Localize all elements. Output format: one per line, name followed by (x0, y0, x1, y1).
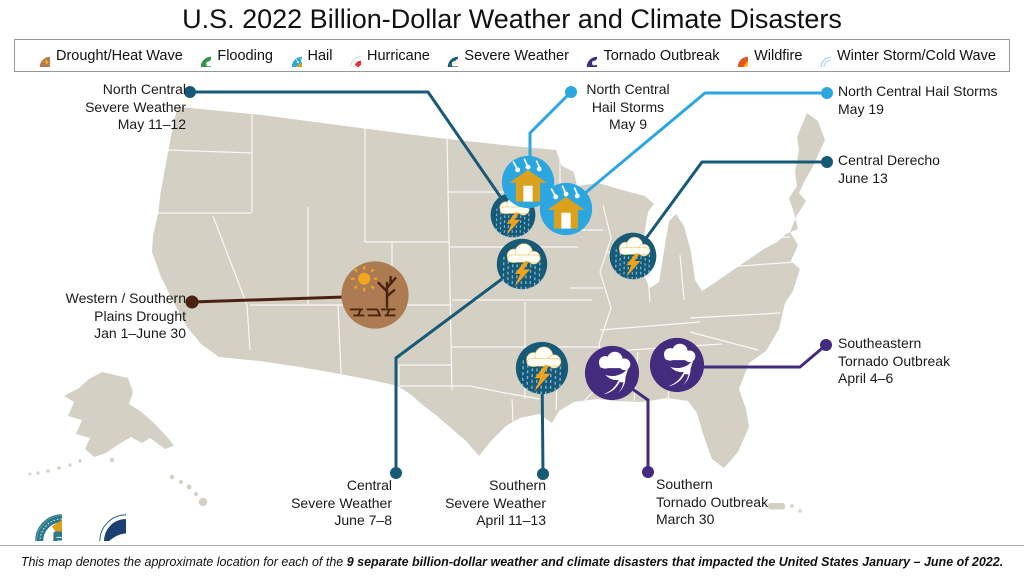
event-label-western-southern-plains-drought: Western / Southern Plains Drought Jan 1–… (65, 290, 186, 341)
label-dots (184, 86, 833, 480)
event-label-central-derecho: Central Derecho June 13 (838, 152, 940, 186)
event-label-north-central-severe-weather: North Central Severe Weather May 11–12 (85, 81, 186, 132)
legend-item-hail: Hail (280, 45, 333, 67)
marker-north-central-hail-storms-may19 (539, 182, 593, 236)
footer-note-regular: This map denotes the approximate locatio… (20, 554, 347, 569)
legend-label: Wildfire (754, 47, 803, 64)
legend-item-severe-weather: Severe Weather (436, 45, 569, 67)
legend-item-flooding: Flooding (189, 45, 273, 67)
legend-label: Flooding (217, 47, 273, 64)
noaa-logo: NOAA (87, 496, 126, 541)
marker-western-southern-plains-drought (340, 260, 410, 330)
map-puerto-rico (768, 503, 802, 513)
agency-logos: NOAA (7, 486, 126, 541)
map-aleutian-islands (28, 457, 115, 476)
legend-item-drought: Drought/Heat Wave (28, 45, 183, 67)
legend-label: Hurricane (367, 47, 430, 64)
event-label-north-central-hail-storms-may9: North Central Hail Storms May 9 (586, 81, 670, 132)
legend-label: Winter Storm/Cold Wave (836, 47, 996, 64)
event-label-central-severe-weather: Central Severe Weather June 7–8 (291, 477, 392, 528)
legend-item-winter-storm: Winter Storm/Cold Wave (809, 45, 996, 67)
marker-southeastern-tornado-outbreak (649, 337, 705, 393)
page-title: U.S. 2022 Billion-Dollar Weather and Cli… (182, 4, 842, 34)
legend-item-tornado: Tornado Outbreak (575, 45, 720, 67)
footer-note: This map denotes the approximate locatio… (21, 555, 1003, 569)
legend-item-wildfire: Wildfire (726, 45, 802, 67)
map-hawaii (169, 474, 208, 507)
legend-label: Tornado Outbreak (603, 47, 720, 64)
footer-bar: This map denotes the approximate locatio… (0, 545, 1024, 577)
map-alaska (64, 372, 174, 457)
department-of-commerce-seal (7, 486, 62, 541)
legend-label: Drought/Heat Wave (56, 47, 183, 64)
marker-central-derecho (609, 232, 657, 280)
event-label-southern-severe-weather: Southern Severe Weather April 11–13 (445, 477, 546, 528)
marker-southern-tornado-outbreak (584, 345, 640, 401)
footer-note-bold: 9 separate billion-dollar weather and cl… (346, 554, 1004, 569)
noaa-logo-text: NOAA (87, 496, 110, 505)
legend-bar: Drought/Heat Wave Flooding Hail Hurrican… (14, 39, 1010, 72)
legend-item-hurricane: Hurricane (339, 45, 430, 67)
marker-central-severe-weather (496, 238, 548, 290)
legend-label: Hail (307, 47, 333, 64)
event-label-north-central-hail-storms-may19: North Central Hail Storms May 19 (838, 83, 998, 117)
event-label-southern-tornado-outbreak: Southern Tornado Outbreak March 30 (656, 476, 769, 527)
legend-label: Severe Weather (464, 47, 569, 64)
event-label-southeastern-tornado-outbreak: Southeastern Tornado Outbreak April 4–6 (838, 335, 951, 386)
marker-southern-severe-weather (515, 341, 569, 395)
